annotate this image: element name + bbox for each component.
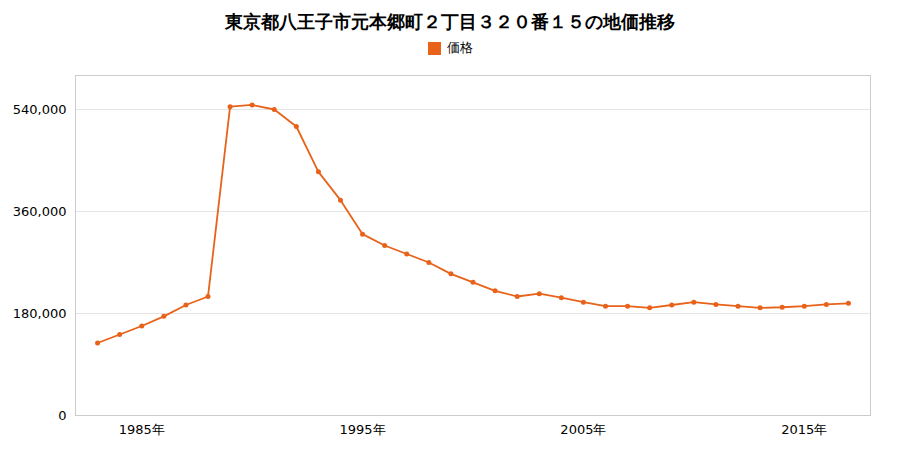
html-text:東京都八王子市元本郷町２丁目３２０番１５の地価推移: 東京都八王子市元本郷町２丁目３２０番１５の地価推移 xyxy=(225,11,675,32)
svg-text:540,000: 540,000 xyxy=(13,102,67,117)
svg-text:360,000: 360,000 xyxy=(13,204,67,219)
svg-text:1985年: 1985年 xyxy=(119,422,165,437)
svg-text:1995年: 1995年 xyxy=(340,422,386,437)
html-text:価格: 価格 xyxy=(446,40,473,55)
svg-text:0: 0 xyxy=(58,408,66,423)
svg-text:180,000: 180,000 xyxy=(13,306,67,321)
svg-text:2015年: 2015年 xyxy=(781,422,827,437)
svg-text:2005年: 2005年 xyxy=(560,422,606,437)
